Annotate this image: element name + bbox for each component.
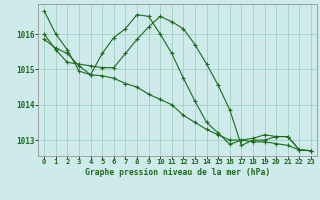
X-axis label: Graphe pression niveau de la mer (hPa): Graphe pression niveau de la mer (hPa) xyxy=(85,168,270,177)
